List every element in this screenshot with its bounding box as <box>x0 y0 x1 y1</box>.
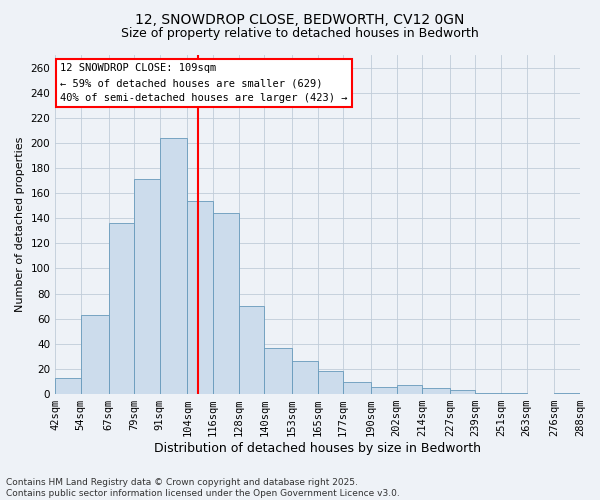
Bar <box>187 200 213 394</box>
Bar <box>422 388 450 394</box>
Text: Contains HM Land Registry data © Crown copyright and database right 2025.
Contai: Contains HM Land Registry data © Crown c… <box>6 478 400 498</box>
Bar <box>134 180 160 394</box>
Bar <box>55 378 81 394</box>
Bar <box>343 382 371 394</box>
X-axis label: Distribution of detached houses by size in Bedworth: Distribution of detached houses by size … <box>154 442 481 455</box>
Text: Size of property relative to detached houses in Bedworth: Size of property relative to detached ho… <box>121 28 479 40</box>
Bar <box>292 362 317 394</box>
Bar <box>264 348 292 394</box>
Bar <box>554 393 580 394</box>
Bar <box>213 213 239 394</box>
Bar <box>371 386 397 394</box>
Y-axis label: Number of detached properties: Number of detached properties <box>15 137 25 312</box>
Bar <box>475 393 501 394</box>
Bar <box>160 138 187 394</box>
Bar <box>81 315 109 394</box>
Bar <box>109 224 134 394</box>
Bar <box>501 393 527 394</box>
Text: 12, SNOWDROP CLOSE, BEDWORTH, CV12 0GN: 12, SNOWDROP CLOSE, BEDWORTH, CV12 0GN <box>136 12 464 26</box>
Bar <box>317 372 343 394</box>
Bar <box>450 390 475 394</box>
Text: 12 SNOWDROP CLOSE: 109sqm
← 59% of detached houses are smaller (629)
40% of semi: 12 SNOWDROP CLOSE: 109sqm ← 59% of detac… <box>61 64 348 103</box>
Bar <box>239 306 264 394</box>
Bar <box>397 386 422 394</box>
